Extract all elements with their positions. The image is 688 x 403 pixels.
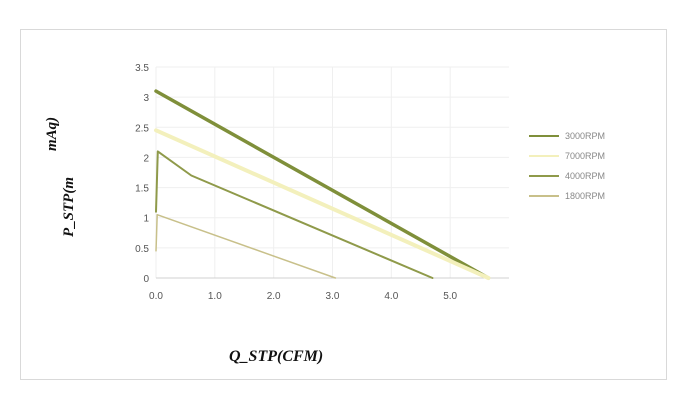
- series-line-4000rpm: [155, 150, 434, 279]
- x-tick-label: 3.0: [326, 291, 340, 302]
- y-tick-label: 2: [143, 153, 149, 164]
- series-line-7000rpm: [154, 128, 491, 280]
- y-tick-label: 0: [143, 274, 149, 285]
- x-tick-label: 1.0: [208, 291, 222, 302]
- y-tick-label: 1: [143, 214, 149, 225]
- legend-label-7000rpm: 7000RPM: [565, 151, 605, 161]
- series-lines: [154, 89, 491, 280]
- x-tick-label: 2.0: [267, 291, 281, 302]
- legend-label-3000rpm: 3000RPM: [565, 131, 605, 141]
- x-tick-label: 5.0: [443, 291, 457, 302]
- legend-label-4000rpm: 4000RPM: [565, 171, 605, 181]
- chart: 0.0 1.0 2.0 3.0 4.0 5.0 0 0.5 1 1.5 2 2.5 3 3.5 3000R…: [44, 63, 605, 365]
- x-axis-label: Q_STP(CFM): [229, 348, 323, 365]
- x-tick-label: 0.0: [149, 291, 163, 302]
- y-axis-label-part-2: mAq): [44, 117, 60, 151]
- y-tick-label: 2.5: [135, 123, 149, 134]
- x-tick-label: 4.0: [384, 291, 398, 302]
- series-line-1800rpm: [155, 213, 337, 279]
- y-tick-label: 0.5: [135, 244, 149, 255]
- legend-label-1800rpm: 1800RPM: [565, 191, 605, 201]
- y-tick-label: 1.5: [135, 184, 149, 195]
- chart-frame: 0.0 1.0 2.0 3.0 4.0 5.0 0 0.5 1 1.5 2 2.5 3 3.5 3000R…: [20, 29, 667, 380]
- legend: 3000RPM 7000RPM 4000RPM 1800RPM: [529, 131, 605, 201]
- axis-ticks: 0.0 1.0 2.0 3.0 4.0 5.0 0 0.5 1 1.5 2 2.5 3 3.5: [135, 63, 457, 302]
- y-tick-label: 3: [143, 93, 149, 104]
- y-axis-label-part-1: P_STP(m: [61, 177, 77, 237]
- y-tick-label: 3.5: [135, 63, 149, 74]
- series-line-3000rpm: [154, 89, 491, 280]
- grid: [155, 66, 509, 279]
